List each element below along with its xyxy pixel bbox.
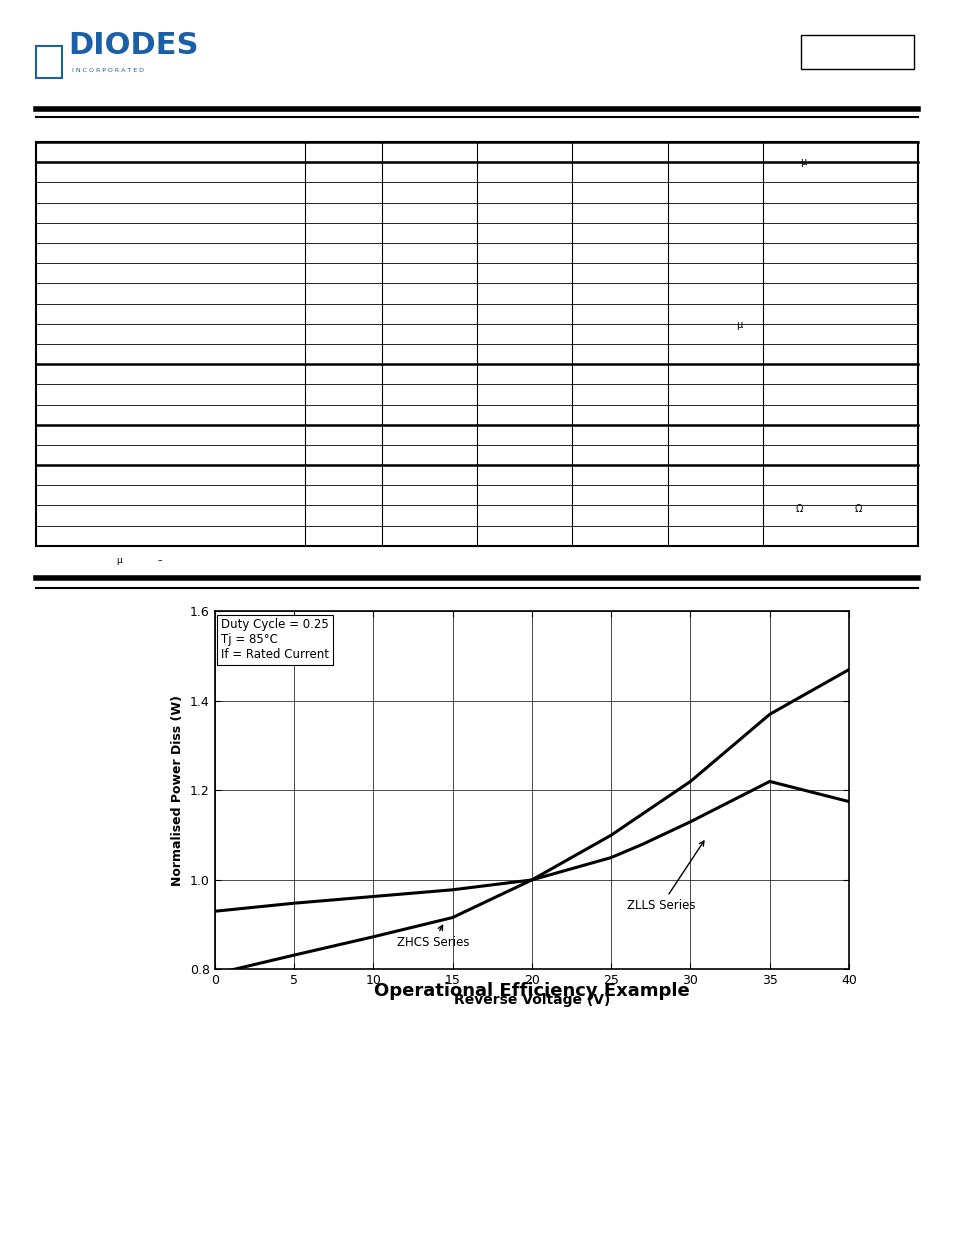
Text: µ: µ (116, 556, 122, 566)
Text: ZLLS Series: ZLLS Series (626, 841, 703, 911)
Y-axis label: Normalised Power Diss (W): Normalised Power Diss (W) (171, 695, 184, 885)
Text: µ: µ (800, 157, 805, 167)
Text: Operational Efficiency Example: Operational Efficiency Example (374, 982, 688, 1000)
Text: I N C O R P O R A T E D: I N C O R P O R A T E D (71, 68, 143, 73)
Text: DIODES: DIODES (69, 31, 199, 61)
Bar (801, 35, 913, 69)
X-axis label: Reverse Voltage (V): Reverse Voltage (V) (454, 993, 609, 1007)
Text: µ: µ (736, 320, 741, 330)
Text: Ω: Ω (795, 504, 802, 514)
Bar (36, 142, 917, 546)
Text: Ω: Ω (854, 504, 862, 514)
Text: ZHCS Series: ZHCS Series (396, 925, 469, 948)
Text: –: – (158, 556, 162, 566)
Bar (36, 46, 62, 78)
Text: Duty Cycle = 0.25
Tj = 85°C
If = Rated Current: Duty Cycle = 0.25 Tj = 85°C If = Rated C… (221, 619, 329, 662)
